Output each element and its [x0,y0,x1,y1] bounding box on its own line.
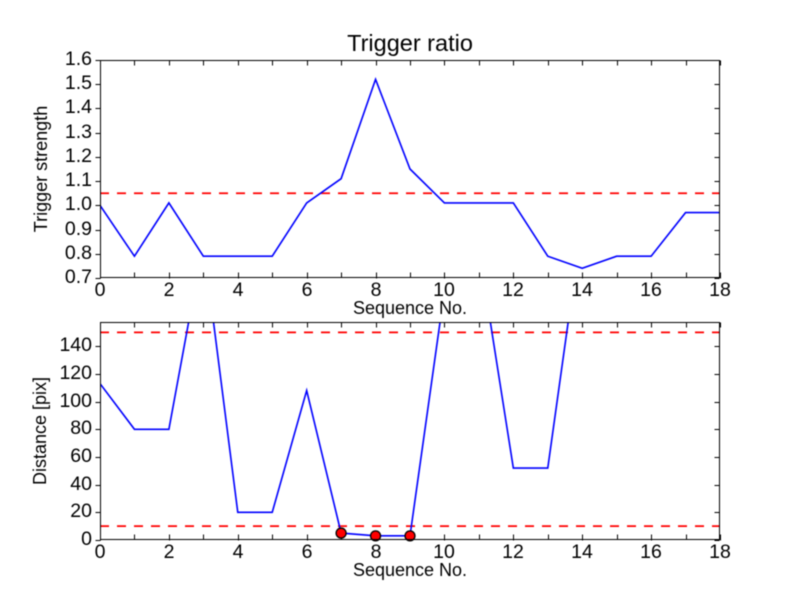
svg-text:0: 0 [95,541,106,563]
svg-text:4: 4 [233,279,244,301]
svg-text:0.8: 0.8 [65,242,92,264]
svg-text:Sequence No.: Sequence No. [353,560,467,580]
svg-text:0: 0 [95,279,106,301]
svg-text:16: 16 [640,279,662,301]
svg-text:12: 12 [502,279,524,301]
svg-text:120: 120 [59,362,92,384]
svg-text:140: 140 [59,334,92,356]
svg-text:0.7: 0.7 [65,266,92,288]
svg-text:1.1: 1.1 [65,169,92,191]
svg-text:Trigger ratio: Trigger ratio [347,30,473,56]
svg-text:60: 60 [70,445,92,467]
svg-text:2: 2 [164,541,175,563]
svg-text:16: 16 [640,541,662,563]
svg-text:2: 2 [164,279,175,301]
svg-text:80: 80 [70,417,92,439]
svg-text:Sequence No.: Sequence No. [353,298,467,318]
svg-text:1.5: 1.5 [65,72,92,94]
svg-text:0.9: 0.9 [65,218,92,240]
svg-text:20: 20 [70,500,92,522]
svg-text:18: 18 [709,279,731,301]
svg-text:Distance [pix]: Distance [pix] [30,377,50,485]
svg-text:1.3: 1.3 [65,121,92,143]
svg-text:6: 6 [302,279,313,301]
svg-text:12: 12 [502,541,524,563]
svg-text:6: 6 [302,541,313,563]
svg-text:18: 18 [709,541,731,563]
svg-text:40: 40 [70,473,92,495]
svg-text:1.2: 1.2 [65,145,92,167]
svg-text:14: 14 [571,541,593,563]
svg-text:1.0: 1.0 [65,193,92,215]
svg-text:1.6: 1.6 [65,48,92,70]
svg-text:0: 0 [81,528,92,550]
svg-text:4: 4 [233,541,244,563]
svg-text:Trigger strength: Trigger strength [31,106,51,232]
svg-text:1.4: 1.4 [65,96,92,118]
svg-text:14: 14 [571,279,593,301]
svg-text:100: 100 [59,390,92,412]
